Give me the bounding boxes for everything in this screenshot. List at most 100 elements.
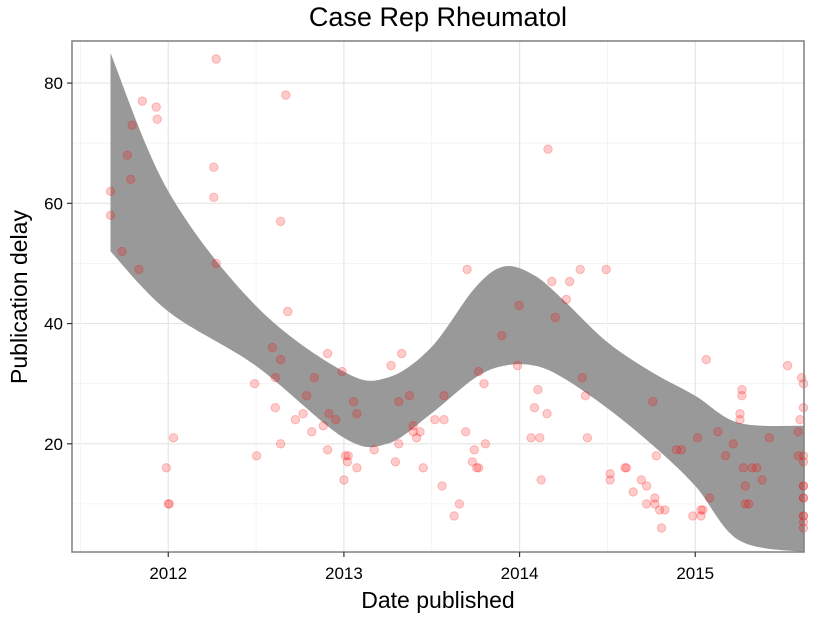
- data-point: [270, 373, 280, 383]
- y-axis: 20 40 60 80: [44, 74, 72, 454]
- data-point: [209, 192, 219, 203]
- data-point: [650, 499, 660, 509]
- data-point: [126, 174, 136, 185]
- data-point: [415, 427, 425, 437]
- data-point: [386, 360, 396, 371]
- data-point: [408, 427, 418, 437]
- data-point: [163, 499, 174, 509]
- data-point: [251, 451, 262, 461]
- data-point: [134, 264, 144, 275]
- data-point: [543, 144, 553, 154]
- data-point: [651, 451, 661, 461]
- data-point: [151, 102, 161, 112]
- data-point: [275, 216, 286, 227]
- data-point: [472, 463, 482, 473]
- y-tick-label: 60: [44, 194, 63, 213]
- data-point: [636, 475, 646, 485]
- data-point: [352, 463, 362, 473]
- data-point: [542, 409, 552, 419]
- data-point: [720, 451, 731, 461]
- data-point: [340, 451, 351, 461]
- data-point: [692, 433, 703, 443]
- points: [105, 54, 809, 533]
- y-tick-label: 80: [44, 74, 63, 93]
- data-point: [529, 403, 540, 413]
- data-point: [307, 427, 317, 437]
- data-point: [740, 481, 750, 491]
- x-axis-title: Date published: [361, 587, 514, 613]
- data-point: [270, 403, 280, 413]
- data-point: [164, 499, 174, 509]
- data-point: [660, 505, 670, 515]
- data-point: [105, 210, 116, 221]
- data-point: [547, 276, 557, 287]
- y-tick-label: 40: [44, 315, 63, 334]
- data-point: [601, 264, 611, 275]
- data-point: [514, 300, 524, 311]
- data-point: [713, 427, 723, 437]
- data-point: [275, 439, 286, 449]
- data-point: [281, 90, 291, 100]
- data-point: [605, 475, 615, 485]
- plot-border: [71, 40, 805, 553]
- data-point: [648, 397, 658, 407]
- data-point: [747, 463, 757, 473]
- data-point: [394, 439, 404, 449]
- data-point: [561, 294, 571, 305]
- x-tick-label: 2015: [676, 564, 714, 583]
- data-point: [641, 499, 652, 509]
- data-point: [582, 433, 593, 443]
- data-point: [512, 360, 523, 371]
- data-point: [654, 505, 665, 515]
- data-point: [439, 415, 449, 425]
- data-point: [137, 96, 148, 106]
- data-point: [764, 433, 774, 443]
- data-point: [621, 463, 632, 473]
- data-point: [209, 162, 219, 172]
- x-tick-label: 2012: [149, 564, 187, 583]
- data-point: [533, 385, 543, 395]
- data-point: [698, 505, 708, 515]
- data-point: [127, 120, 137, 130]
- data-point: [397, 348, 407, 359]
- data-point: [744, 499, 754, 509]
- data-point: [536, 475, 546, 485]
- data-point: [249, 379, 260, 389]
- data-point: [469, 445, 479, 455]
- data-point: [462, 264, 472, 275]
- data-point: [564, 276, 575, 287]
- data-point: [738, 463, 749, 473]
- data-point: [394, 397, 404, 407]
- data-point: [671, 445, 682, 455]
- data-point: [339, 475, 349, 485]
- data-point: [740, 499, 750, 509]
- data-point: [324, 409, 334, 419]
- data-point: [211, 258, 221, 269]
- data-point: [322, 348, 333, 359]
- data-point: [641, 481, 652, 491]
- data-point: [122, 150, 133, 160]
- data-point: [152, 114, 162, 124]
- data-point: [404, 391, 415, 401]
- y-axis-title: Publication delay: [6, 210, 32, 384]
- data-point: [454, 499, 465, 509]
- data-point: [331, 415, 341, 425]
- data-point: [301, 391, 312, 401]
- smooth-band: [110, 53, 804, 552]
- data-point: [449, 511, 459, 521]
- data-point: [757, 475, 767, 485]
- data-point: [795, 415, 805, 425]
- data-point: [535, 433, 545, 443]
- data-point: [337, 366, 347, 377]
- data-point: [650, 493, 660, 503]
- x-axis: 2012 2013 2014 2015: [149, 552, 714, 583]
- data-point: [322, 445, 333, 455]
- data-point: [467, 457, 478, 467]
- data-point: [275, 354, 286, 365]
- data-point: [577, 373, 587, 383]
- data-point: [318, 421, 328, 431]
- data-point: [117, 246, 127, 257]
- data-point: [369, 445, 379, 455]
- data-point: [474, 366, 484, 377]
